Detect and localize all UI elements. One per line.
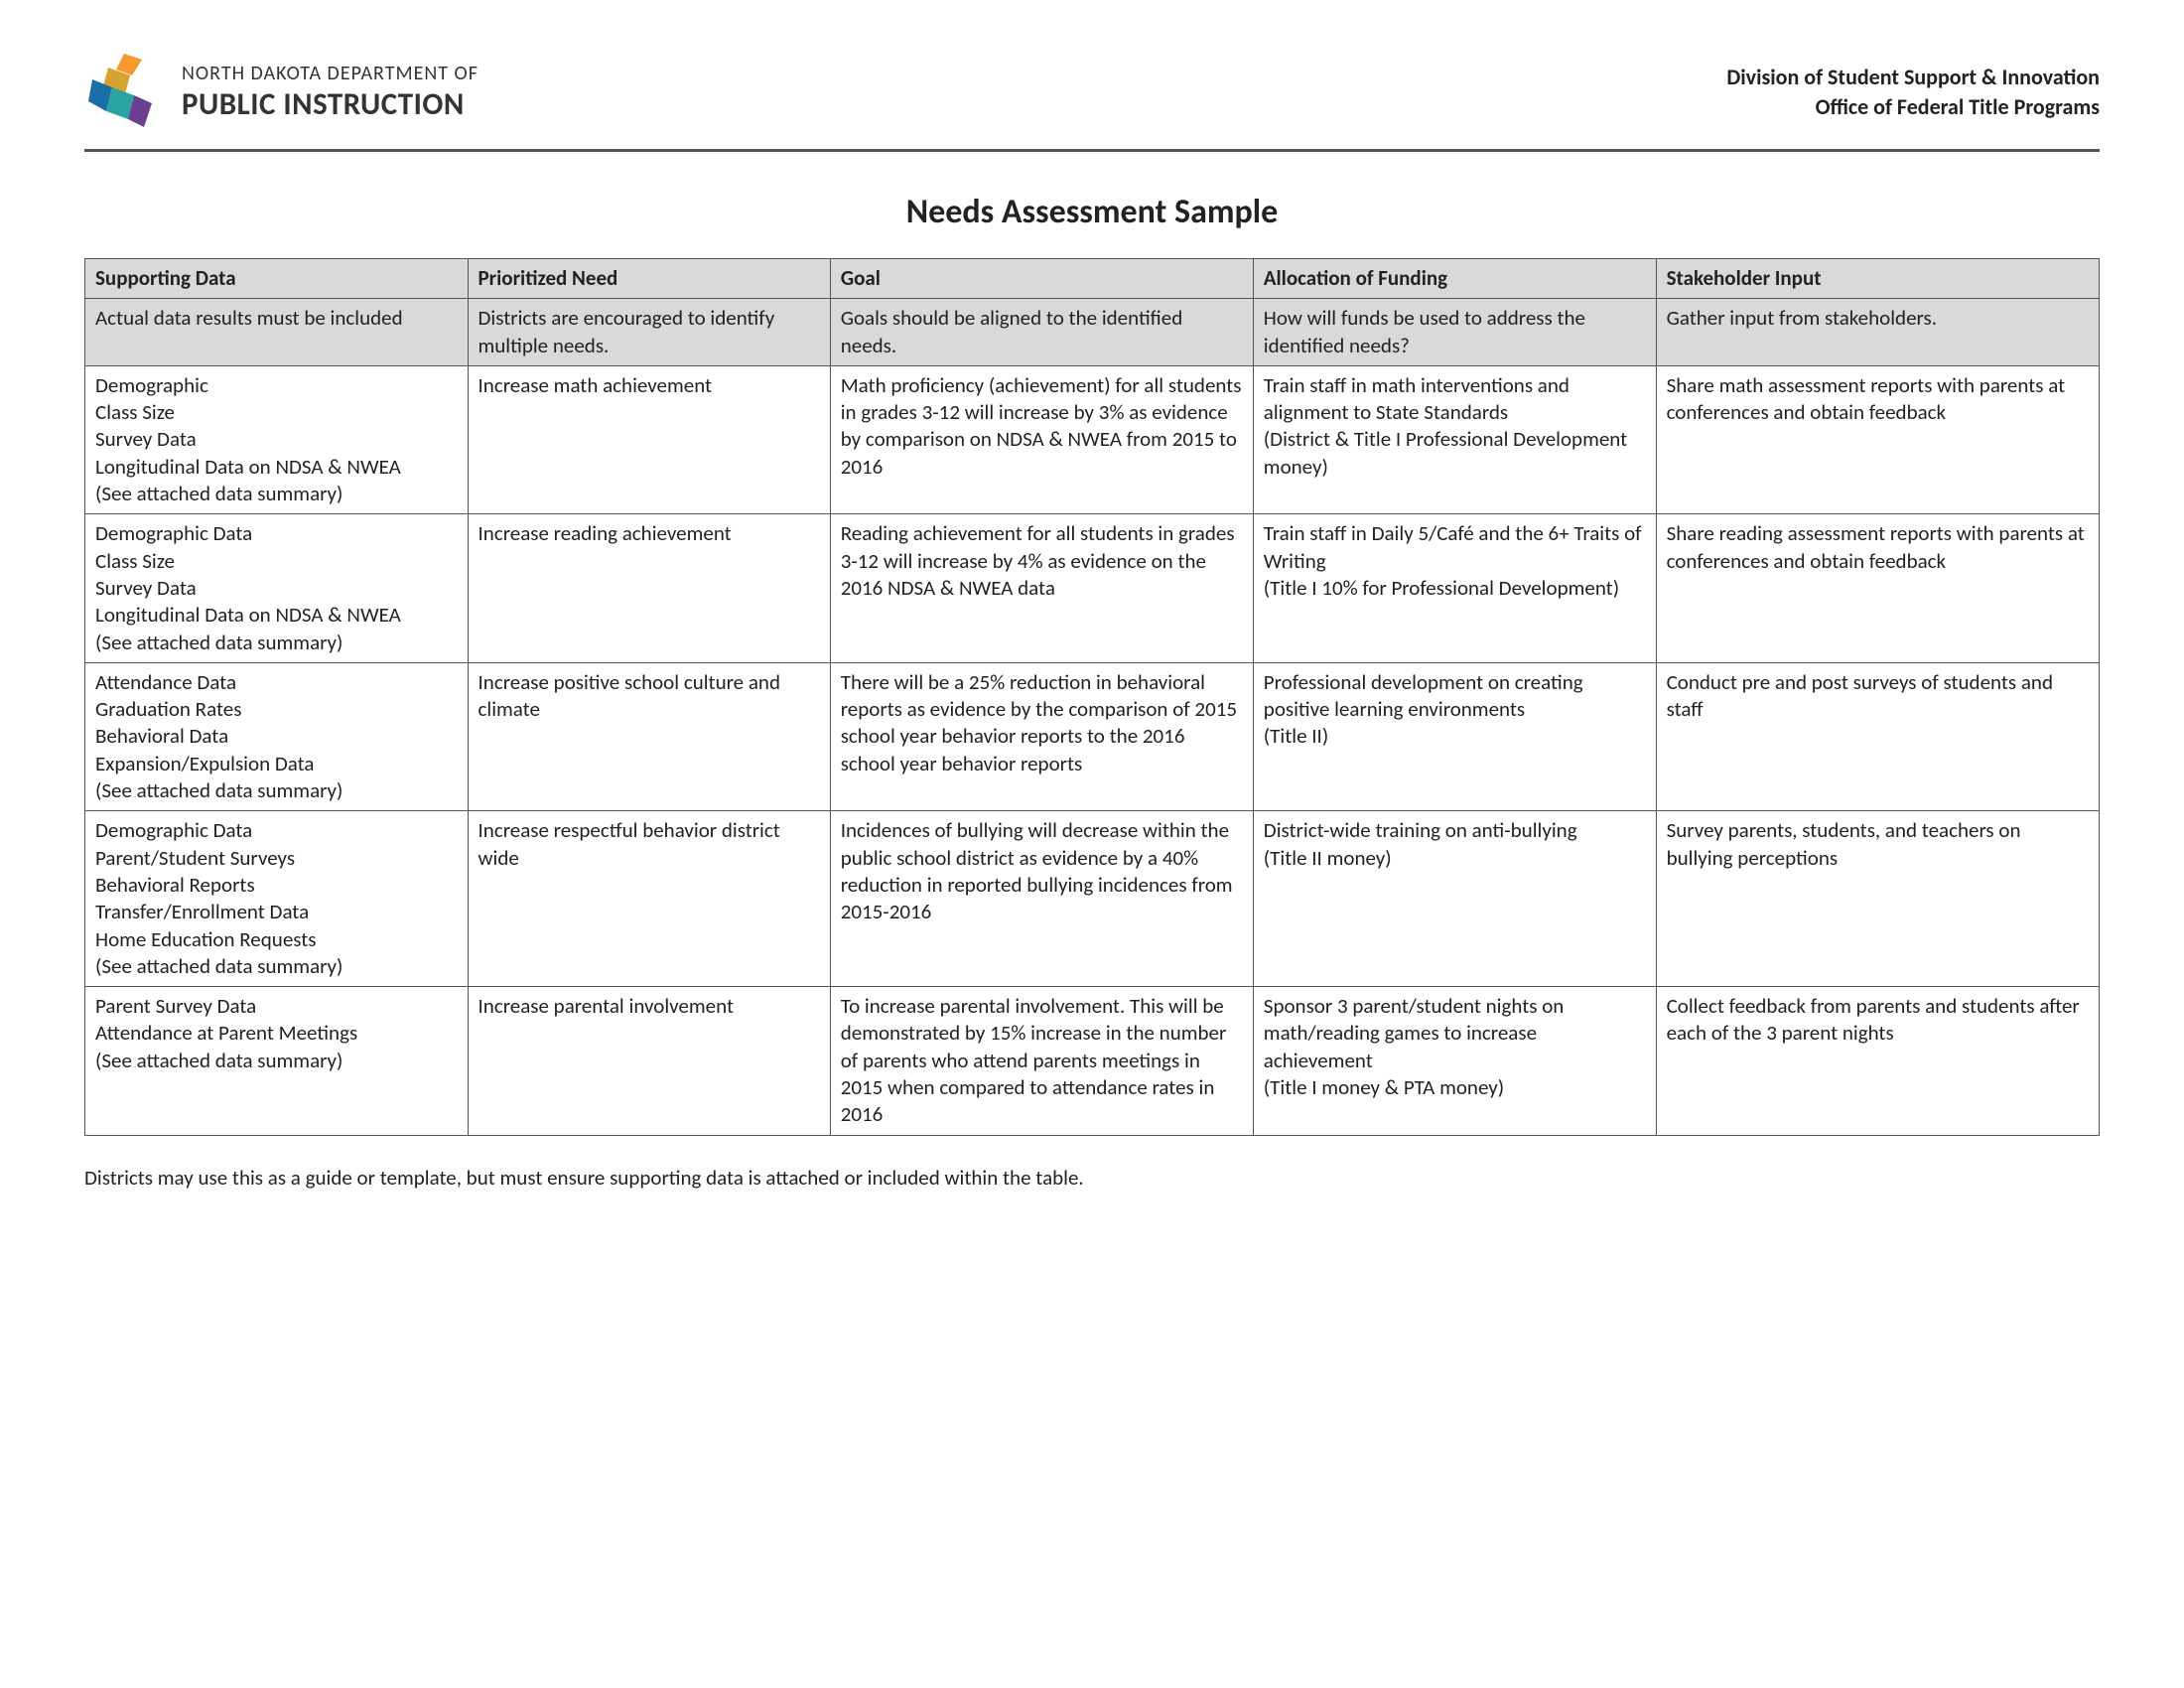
needs-assessment-table: Supporting Data Prioritized Need Goal Al… bbox=[84, 258, 2100, 1136]
cell: There will be a 25% reduction in behavio… bbox=[830, 662, 1253, 810]
org-line1: NORTH DAKOTA DEPARTMENT OF bbox=[182, 62, 478, 85]
cell: Increase positive school culture and cli… bbox=[468, 662, 830, 810]
cell: Train staff in Daily 5/Café and the 6+ T… bbox=[1253, 514, 1656, 662]
header-left: NORTH DAKOTA DEPARTMENT OF PUBLIC INSTRU… bbox=[84, 50, 478, 135]
cell: Share math assessment reports with paren… bbox=[1656, 365, 2099, 513]
cell: To increase parental involvement. This w… bbox=[830, 987, 1253, 1135]
office-line: Office of Federal Title Programs bbox=[1726, 92, 2100, 122]
table-row: Demographic DataParent/Student SurveysBe… bbox=[85, 811, 2100, 987]
cell: Math proficiency (achievement) for all s… bbox=[830, 365, 1253, 513]
table-row: Attendance DataGraduation RatesBehaviora… bbox=[85, 662, 2100, 810]
col-header: Allocation of Funding bbox=[1253, 259, 1656, 299]
cell: Increase parental involvement bbox=[468, 987, 830, 1135]
cell: Increase respectful behavior district wi… bbox=[468, 811, 830, 987]
cell: Train staff in math interventions and al… bbox=[1253, 365, 1656, 513]
cell: District-wide training on anti-bullying(… bbox=[1253, 811, 1656, 987]
col-desc: How will funds be used to address the id… bbox=[1253, 299, 1656, 366]
col-header: Stakeholder Input bbox=[1656, 259, 2099, 299]
division-line: Division of Student Support & Innovation bbox=[1726, 63, 2100, 92]
col-header: Prioritized Need bbox=[468, 259, 830, 299]
header-right: Division of Student Support & Innovation… bbox=[1726, 63, 2100, 121]
col-desc: Gather input from stakeholders. bbox=[1656, 299, 2099, 366]
table-body: DemographicClass SizeSurvey DataLongitud… bbox=[85, 365, 2100, 1135]
cell: Share reading assessment reports with pa… bbox=[1656, 514, 2099, 662]
org-line2: PUBLIC INSTRUCTION bbox=[182, 85, 478, 123]
cell: Increase math achievement bbox=[468, 365, 830, 513]
cell: Survey parents, students, and teachers o… bbox=[1656, 811, 2099, 987]
page-header: NORTH DAKOTA DEPARTMENT OF PUBLIC INSTRU… bbox=[84, 50, 2100, 152]
col-desc: Actual data results must be included bbox=[85, 299, 469, 366]
col-header: Goal bbox=[830, 259, 1253, 299]
cell: Demographic DataClass SizeSurvey DataLon… bbox=[85, 514, 469, 662]
table-row: Parent Survey DataAttendance at Parent M… bbox=[85, 987, 2100, 1135]
page-title: Needs Assessment Sample bbox=[84, 192, 2100, 232]
cell: Incidences of bullying will decrease wit… bbox=[830, 811, 1253, 987]
cell: Increase reading achievement bbox=[468, 514, 830, 662]
table-header-row: Supporting Data Prioritized Need Goal Al… bbox=[85, 259, 2100, 299]
footer-note: Districts may use this as a guide or tem… bbox=[84, 1164, 2100, 1192]
cell: Professional development on creating pos… bbox=[1253, 662, 1656, 810]
cell: Sponsor 3 parent/student nights on math/… bbox=[1253, 987, 1656, 1135]
department-logo-icon bbox=[84, 50, 164, 135]
table-row: DemographicClass SizeSurvey DataLongitud… bbox=[85, 365, 2100, 513]
col-header: Supporting Data bbox=[85, 259, 469, 299]
cell: Demographic DataParent/Student SurveysBe… bbox=[85, 811, 469, 987]
cell: Parent Survey DataAttendance at Parent M… bbox=[85, 987, 469, 1135]
table-description-row: Actual data results must be included Dis… bbox=[85, 299, 2100, 366]
table-row: Demographic DataClass SizeSurvey DataLon… bbox=[85, 514, 2100, 662]
cell: Conduct pre and post surveys of students… bbox=[1656, 662, 2099, 810]
col-desc: Districts are encouraged to identify mul… bbox=[468, 299, 830, 366]
org-name: NORTH DAKOTA DEPARTMENT OF PUBLIC INSTRU… bbox=[182, 62, 478, 123]
cell: DemographicClass SizeSurvey DataLongitud… bbox=[85, 365, 469, 513]
cell: Attendance DataGraduation RatesBehaviora… bbox=[85, 662, 469, 810]
col-desc: Goals should be aligned to the identifie… bbox=[830, 299, 1253, 366]
cell: Collect feedback from parents and studen… bbox=[1656, 987, 2099, 1135]
cell: Reading achievement for all students in … bbox=[830, 514, 1253, 662]
